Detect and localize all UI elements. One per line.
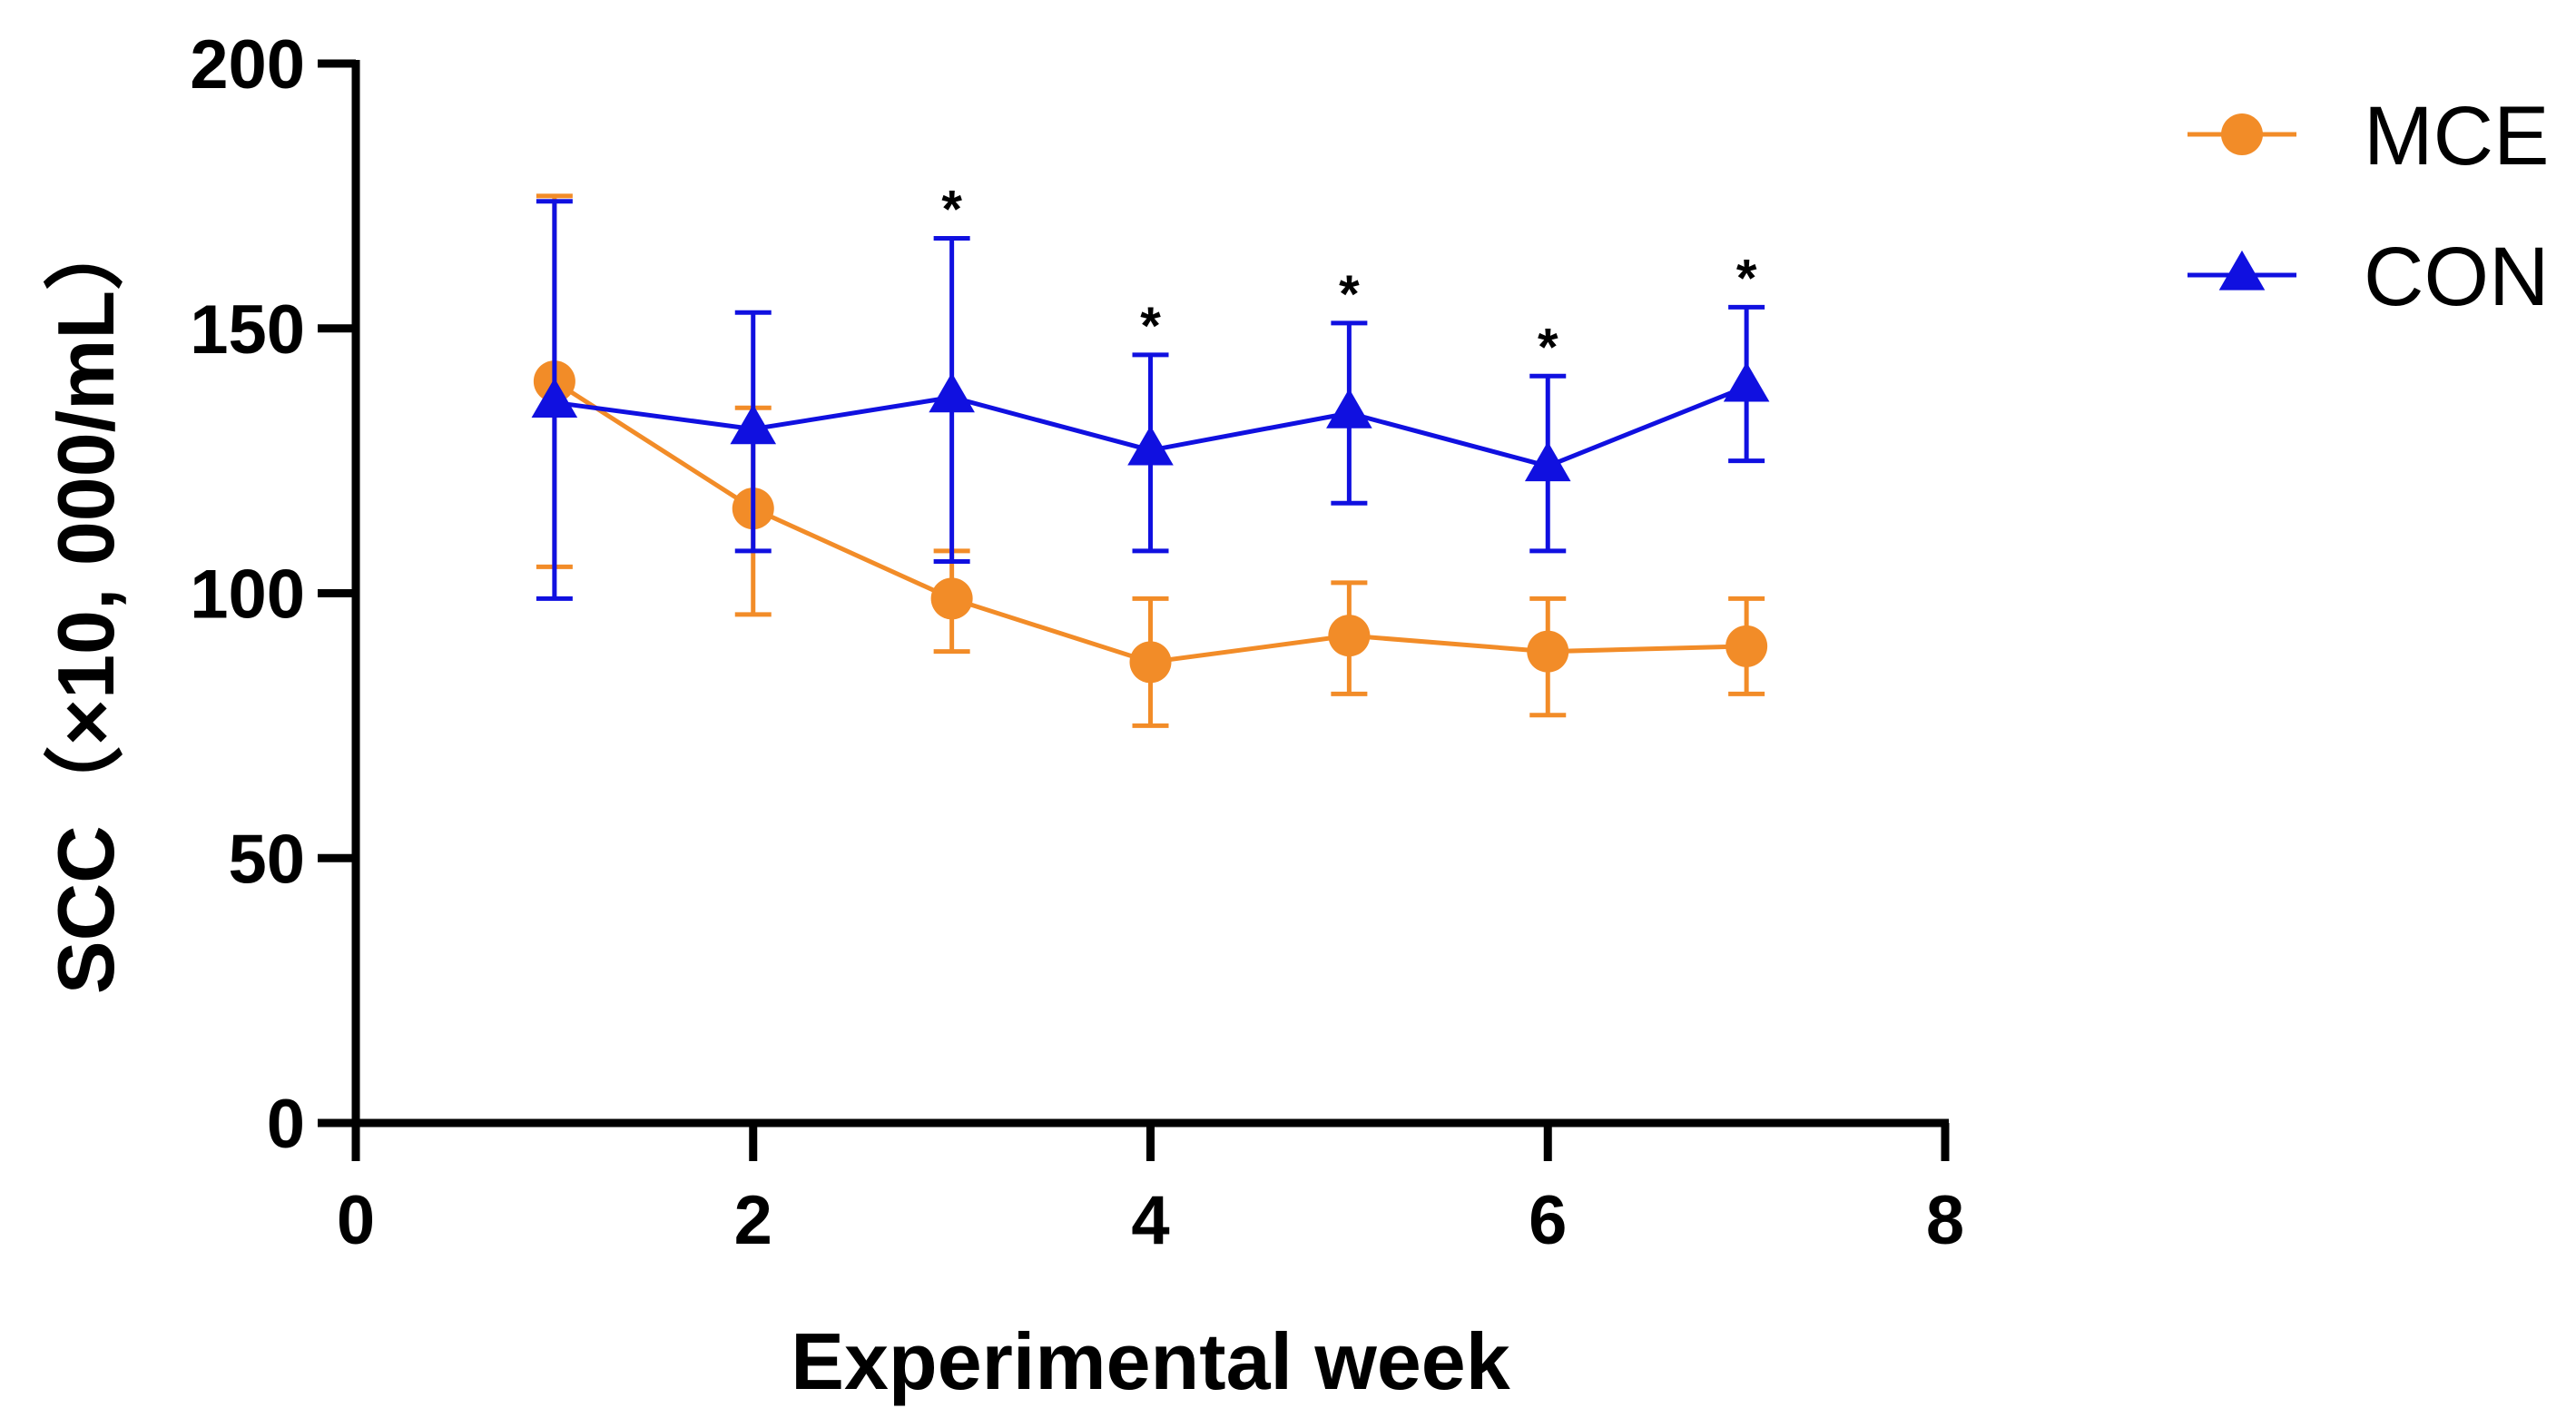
y-tick-label: 100: [190, 556, 305, 634]
legend: MCE CON: [2188, 90, 2549, 323]
y-axis-title: SCC（×10, 000/mL）: [41, 211, 131, 994]
x-ticks: 0 2 4 6 8: [337, 1123, 1964, 1259]
data-point-mce: [1129, 641, 1172, 684]
data-point-mce: [1726, 625, 1768, 667]
y-tick-label: 150: [190, 291, 305, 369]
data-point-con: [1127, 425, 1174, 466]
y-ticks: 0 50 100 150 200: [190, 26, 356, 1163]
data-point-mce: [1328, 615, 1371, 657]
data-point-con: [1326, 389, 1372, 428]
significance-star: *: [941, 181, 962, 240]
y-tick-label: 50: [228, 821, 305, 898]
x-tick-label: 0: [337, 1182, 375, 1259]
x-tick-label: 2: [734, 1182, 772, 1259]
legend-label-con: CON: [2364, 231, 2549, 323]
data-point-con: [929, 372, 975, 413]
x-axis-title: Experimental week: [791, 1316, 1510, 1406]
x-tick-label: 8: [1926, 1182, 1964, 1259]
axes: [351, 60, 1949, 1128]
y-tick-label: 0: [267, 1086, 305, 1163]
x-tick-label: 4: [1131, 1182, 1169, 1259]
significance-star: *: [1140, 297, 1161, 356]
plot-area: [531, 193, 1770, 728]
legend-item-mce: MCE: [2188, 90, 2549, 182]
significance-star: *: [1339, 265, 1360, 324]
data-point-con: [531, 378, 578, 419]
series-con: [531, 199, 1770, 601]
legend-marker-con: [2218, 250, 2266, 291]
significance-annotations: * * * * *: [941, 181, 1757, 378]
x-tick-label: 6: [1529, 1182, 1567, 1259]
significance-star: *: [1736, 249, 1757, 308]
data-point-con: [1524, 441, 1571, 482]
data-point-mce: [930, 577, 973, 620]
y-tick-label: 200: [190, 26, 305, 103]
data-point-con: [1723, 361, 1770, 402]
legend-label-mce: MCE: [2364, 90, 2549, 182]
legend-marker-mce: [2221, 113, 2263, 155]
significance-star: *: [1538, 318, 1558, 377]
legend-item-con: CON: [2188, 231, 2549, 323]
data-point-con: [730, 404, 777, 445]
data-point-mce: [1527, 630, 1569, 673]
